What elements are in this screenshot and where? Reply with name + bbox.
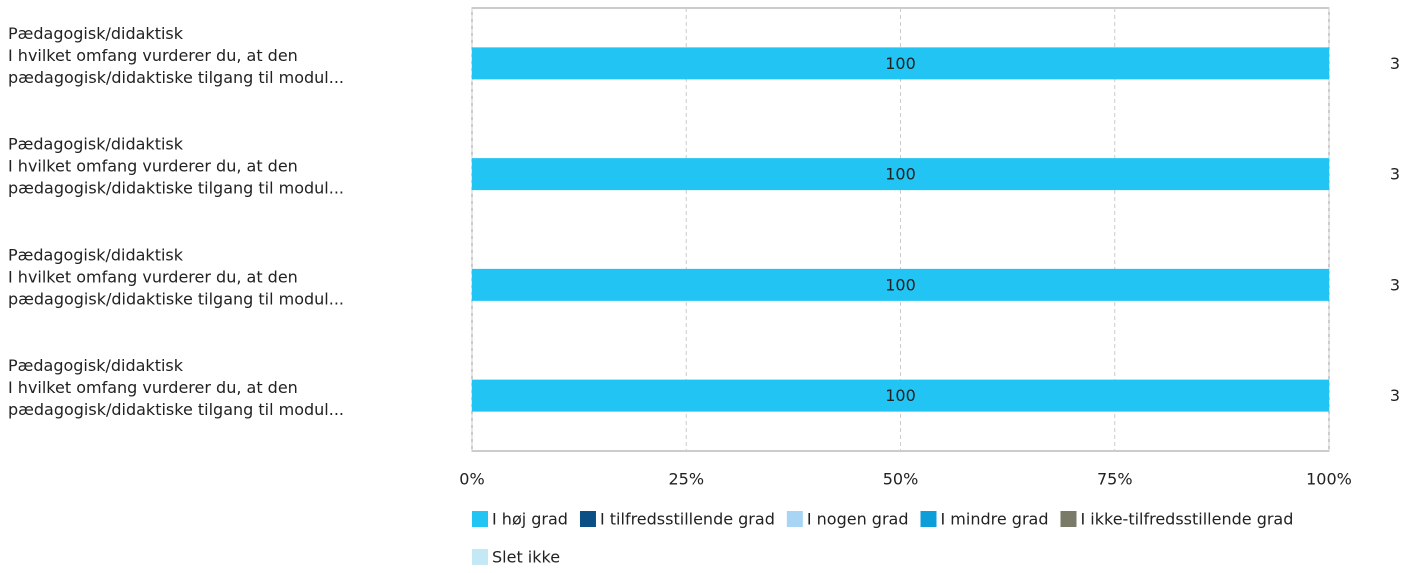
count-label: 3 [1390, 275, 1400, 294]
legend-swatch [1060, 511, 1077, 527]
legend-swatch [579, 511, 596, 527]
count-label: 3 [1390, 165, 1400, 184]
category-label: pædagogisk/didaktiske tilgang til modul.… [8, 68, 344, 87]
legend-label: I tilfredsstillende grad [600, 510, 775, 529]
legend-label: I mindre grad [941, 510, 1049, 529]
legend-label: I nogen grad [807, 510, 909, 529]
data-label: 100 [885, 386, 916, 405]
category-label: Pædagogisk/didaktisk [8, 24, 184, 43]
data-label: 100 [885, 275, 916, 294]
x-tick-label: 50% [883, 470, 919, 489]
legend-swatch [920, 511, 937, 527]
category-label: Pædagogisk/didaktisk [8, 245, 184, 264]
legend-label: I høj grad [492, 510, 568, 529]
category-label: Pædagogisk/didaktisk [8, 135, 184, 154]
legend-swatch [472, 511, 488, 527]
bar-segment [472, 268, 1329, 301]
legend-label: Slet ikke [492, 548, 560, 567]
data-label: 100 [885, 54, 916, 73]
category-label: pædagogisk/didaktiske tilgang til modul.… [8, 400, 344, 419]
x-tick-label: 0% [459, 470, 484, 489]
count-label: 3 [1390, 54, 1400, 73]
category-label: Pædagogisk/didaktisk [8, 356, 184, 375]
count-label: 3 [1390, 386, 1400, 405]
category-label: I hvilket omfang vurderer du, at den [8, 267, 298, 286]
bar-segment [472, 379, 1329, 412]
x-tick-label: 100% [1306, 470, 1352, 489]
x-tick-label: 75% [1097, 470, 1133, 489]
x-tick-label: 25% [668, 470, 704, 489]
category-label: pædagogisk/didaktiske tilgang til modul.… [8, 289, 344, 308]
bar-segment [472, 158, 1329, 191]
category-label: I hvilket omfang vurderer du, at den [8, 378, 298, 397]
category-label: I hvilket omfang vurderer du, at den [8, 157, 298, 176]
bar-segment [472, 47, 1329, 80]
category-label: I hvilket omfang vurderer du, at den [8, 46, 298, 65]
legend-swatch [472, 549, 488, 565]
category-label: pædagogisk/didaktiske tilgang til modul.… [8, 179, 344, 198]
legend-label: I ikke-tilfredsstillende grad [1080, 510, 1293, 529]
data-label: 100 [885, 165, 916, 184]
legend-swatch [786, 511, 803, 527]
